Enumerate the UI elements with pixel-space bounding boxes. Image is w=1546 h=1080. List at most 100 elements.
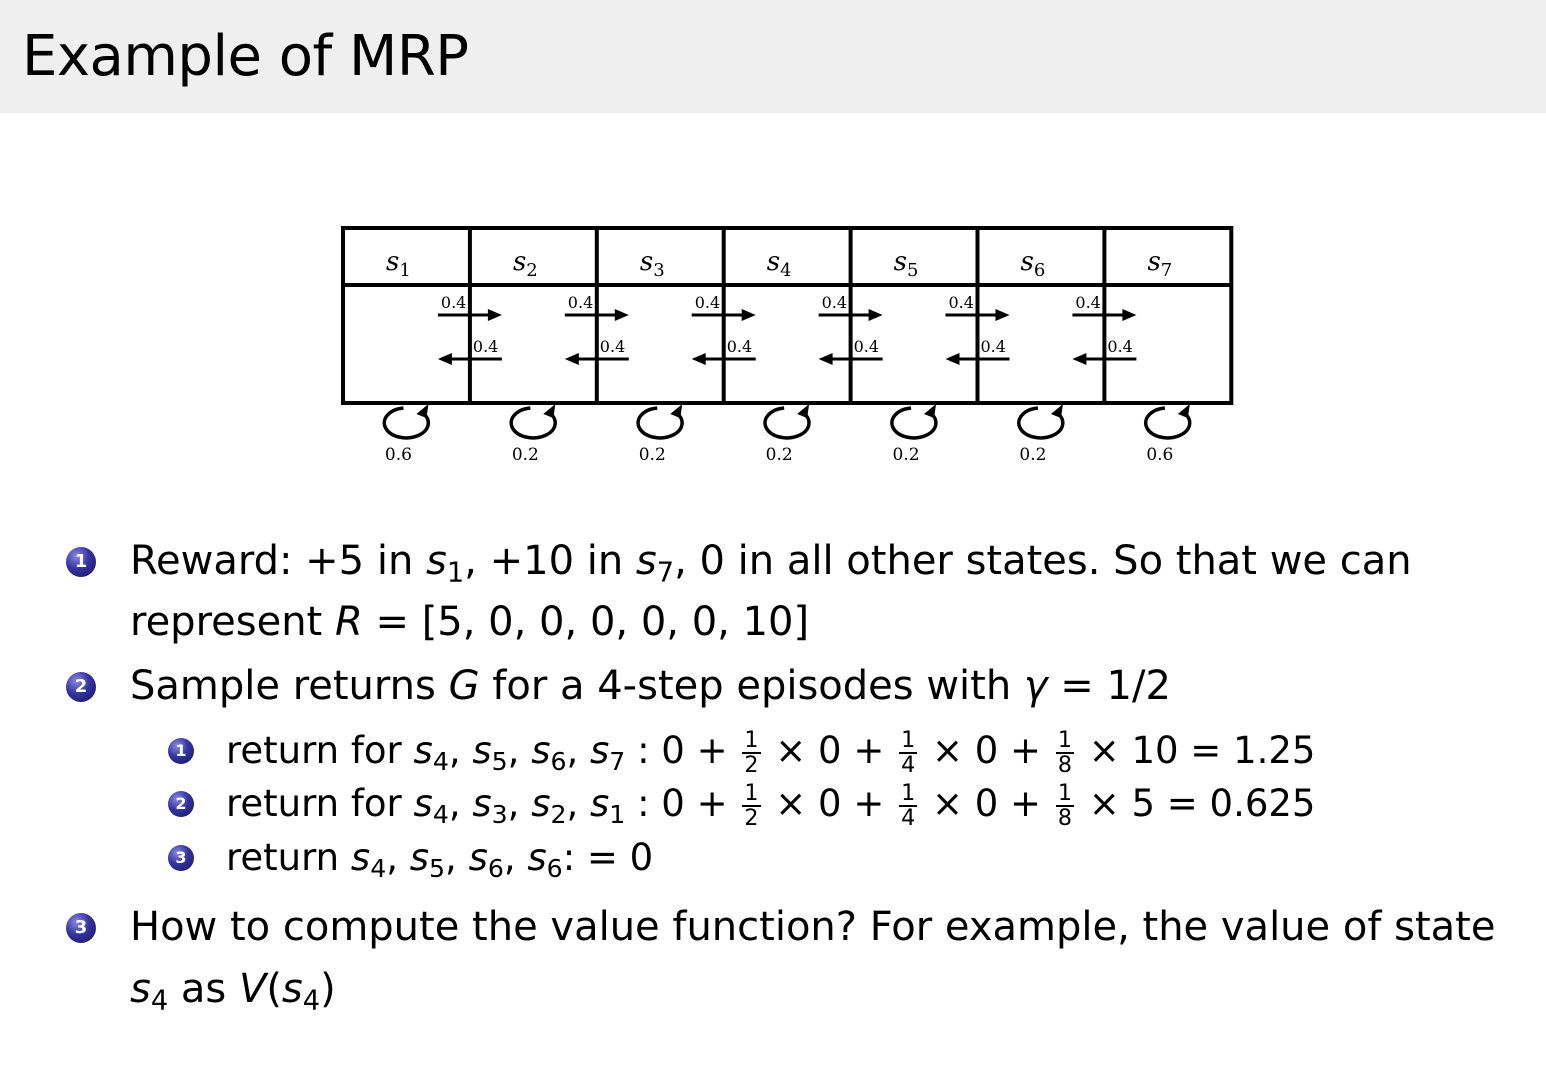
text-segment: , xyxy=(386,836,410,879)
state-label: s6 xyxy=(1021,247,1046,281)
backward-arrowhead xyxy=(818,353,833,365)
self-loop-arrow xyxy=(1017,406,1065,440)
text-segment: , xyxy=(507,782,532,825)
self-loop-arrowhead xyxy=(543,404,556,418)
text-segment: × 0 + xyxy=(763,729,897,772)
text-segment: How to compute the value function? For e… xyxy=(130,904,1496,950)
subscript: 5 xyxy=(491,747,508,777)
math-variable: s xyxy=(130,966,151,1012)
forward-arrowhead xyxy=(1122,309,1137,321)
denominator: 2 xyxy=(744,804,759,831)
forward-prob: 0.4 xyxy=(1075,293,1100,312)
backward-prob: 0.4 xyxy=(981,337,1006,356)
subscript: 1 xyxy=(446,557,465,589)
text-segment: × 10 = 1.25 xyxy=(1076,729,1316,772)
text-segment: , 0 in all other states. So that we can xyxy=(674,538,1412,584)
denominator: 2 xyxy=(744,751,759,778)
text-segment: represent xyxy=(130,599,335,645)
text-segment: as xyxy=(168,966,239,1012)
subscript: 7 xyxy=(656,557,675,589)
numerator: 1 xyxy=(742,780,761,807)
subscript: 4 xyxy=(302,985,321,1017)
text-segment: return xyxy=(226,836,351,879)
enumerate-bullet: 3 xyxy=(168,845,194,871)
state-label: s4 xyxy=(767,247,792,281)
numerator: 1 xyxy=(1055,727,1074,754)
self-loop-arrowhead xyxy=(1050,404,1063,418)
text-segment: = [5, 0, 0, 0, 0, 0, 10] xyxy=(362,599,810,645)
text-line: Reward: +5 in s1, +10 in s7, 0 in all ot… xyxy=(130,537,1412,598)
text-segment: , +10 in xyxy=(464,538,636,584)
self-loop-prob: 0.6 xyxy=(385,445,412,465)
numerator: 1 xyxy=(742,727,761,754)
forward-arrowhead xyxy=(614,309,629,321)
numerator: 1 xyxy=(1055,780,1074,807)
text-segment: × 0 + xyxy=(920,782,1053,825)
subscript: 4 xyxy=(432,747,449,777)
enumerate-bullet: 2 xyxy=(168,791,194,817)
math-variable: R xyxy=(334,599,363,645)
backward-prob: 0.4 xyxy=(727,337,752,356)
backward-arrowhead xyxy=(691,353,706,365)
state-label: s7 xyxy=(1147,247,1172,281)
self-loop-arrow xyxy=(890,406,938,440)
text-segment: × 5 = 0.625 xyxy=(1076,782,1316,825)
forward-arrowhead xyxy=(868,309,883,321)
state-label: s2 xyxy=(513,247,538,281)
text-segment: , xyxy=(566,729,591,772)
subscript: 6 xyxy=(487,854,504,884)
slide-title: Example of MRP xyxy=(22,24,469,89)
state-label: s5 xyxy=(894,247,919,281)
self-loop-arrowhead xyxy=(1177,404,1190,418)
state-label: s1 xyxy=(386,247,411,281)
forward-arrowhead xyxy=(741,309,756,321)
self-loop-prob: 0.2 xyxy=(1019,445,1046,465)
math-variable: s xyxy=(281,966,303,1012)
self-loop-prob: 0.2 xyxy=(766,445,793,465)
self-loop-arrow xyxy=(636,406,684,440)
subscript: 2 xyxy=(550,800,567,830)
text-segment: = 1/2 xyxy=(1047,663,1171,709)
text-segment: Sample returns xyxy=(130,663,449,709)
self-loop-prob: 0.2 xyxy=(639,445,666,465)
self-loop-arrowhead xyxy=(924,404,937,418)
subscript: 7 xyxy=(609,747,626,777)
numerator: 1 xyxy=(899,780,918,807)
math-variable: s xyxy=(409,836,430,879)
self-loop-arrowhead xyxy=(797,404,810,418)
forward-prob: 0.4 xyxy=(695,293,720,312)
subscript: 1 xyxy=(609,800,626,830)
text-segment: , xyxy=(507,729,532,772)
text-segment: return for xyxy=(226,782,414,825)
subscript: 4 xyxy=(150,985,169,1017)
math-variable: s xyxy=(413,729,433,772)
self-loop-prob: 0.2 xyxy=(512,445,539,465)
title-bar: Example of MRP xyxy=(0,0,1546,113)
math-variable: s xyxy=(413,782,433,825)
math-variable: s xyxy=(590,729,610,772)
math-variable: s xyxy=(472,782,492,825)
enumerate-bullet: 1 xyxy=(168,738,194,764)
text-segment: , xyxy=(445,836,469,879)
backward-arrowhead xyxy=(564,353,579,365)
denominator: 8 xyxy=(1057,751,1072,778)
state-label: s3 xyxy=(640,247,665,281)
text-segment: Reward: +5 in xyxy=(130,538,427,584)
self-loop-arrow xyxy=(1143,406,1192,440)
math-variable: G xyxy=(448,663,480,709)
text-segment: , xyxy=(566,782,591,825)
text-line: Sample returns G for a 4-step episodes w… xyxy=(130,662,1171,710)
enumerate-bullet: 3 xyxy=(66,913,96,943)
text-segment: , xyxy=(503,836,528,879)
forward-prob: 0.4 xyxy=(568,293,593,312)
forward-prob: 0.4 xyxy=(949,293,974,312)
backward-prob: 0.4 xyxy=(854,337,879,356)
self-loop-arrowhead xyxy=(670,404,683,418)
math-variable: s xyxy=(527,836,547,879)
backward-prob: 0.4 xyxy=(600,337,625,356)
backward-arrowhead xyxy=(945,353,960,365)
